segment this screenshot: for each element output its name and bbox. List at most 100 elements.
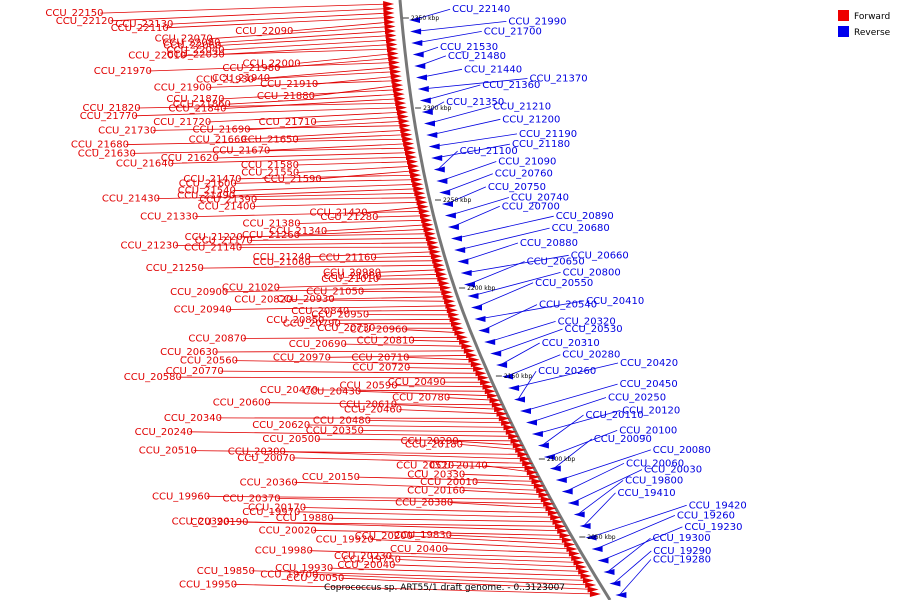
- reverse-gene-label: CCU_19290: [653, 546, 711, 557]
- reverse-gene-arrow: [603, 569, 615, 575]
- forward-connector: [165, 17, 391, 29]
- forward-gene-label: CCU_20820: [234, 295, 292, 306]
- forward-connector: [446, 397, 497, 401]
- forward-connector: [297, 511, 558, 518]
- forward-connector: [277, 498, 551, 505]
- reverse-gene-label: CCU_21530: [440, 42, 498, 53]
- genome-caption: Coprococcus sp. ART55/1 draft genome. - …: [324, 583, 565, 593]
- reverse-gene-arrow: [460, 270, 472, 276]
- reverse-gene-arrow: [416, 74, 427, 81]
- forward-gene-arrow: [399, 122, 411, 129]
- reverse-gene-label: CCU_21100: [460, 146, 518, 157]
- forward-gene-label: CCU_21900: [154, 82, 212, 93]
- forward-connector: [243, 336, 464, 339]
- forward-gene-label: CCU_20500: [262, 434, 320, 445]
- forward-gene-arrow: [515, 446, 527, 453]
- forward-connector: [152, 125, 407, 131]
- forward-connector: [377, 269, 442, 273]
- forward-gene-label: CCU_20950: [311, 310, 369, 321]
- forward-gene-label: CCU_21680: [71, 140, 129, 151]
- reverse-gene-label: CCU_20540: [539, 300, 597, 311]
- forward-gene-arrow: [400, 127, 412, 134]
- forward-gene-label: CCU_21340: [269, 226, 327, 237]
- forward-gene-label: CCU_21390: [199, 195, 257, 206]
- reverse-connector: [448, 197, 510, 216]
- forward-connector: [125, 138, 410, 145]
- forward-gene-label: CCU_20070: [237, 453, 295, 464]
- reverse-connector: [613, 550, 652, 584]
- reverse-connector: [535, 410, 621, 435]
- forward-gene-arrow: [402, 136, 414, 143]
- reverse-gene-arrow: [464, 281, 475, 288]
- reverse-connector: [461, 242, 519, 262]
- reverse-gene-arrow: [520, 408, 531, 414]
- forward-connector: [321, 318, 457, 321]
- genome-backbone-arc: [398, 0, 612, 600]
- forward-gene-arrow: [494, 406, 506, 413]
- forward-gene-arrow: [433, 262, 445, 269]
- reverse-gene-arrow: [579, 523, 591, 529]
- reverse-gene-arrow: [490, 350, 502, 357]
- forward-gene-arrow: [444, 298, 456, 305]
- gene-arrows: [383, 1, 627, 598]
- reverse-gene-label: CCU_20260: [538, 366, 596, 377]
- forward-gene-arrow: [409, 167, 420, 174]
- forward-gene-label: CCU_20140: [430, 461, 488, 472]
- forward-gene-label: CCU_20150: [302, 472, 360, 483]
- forward-connector: [217, 30, 393, 43]
- forward-gene-label: CCU_20980: [323, 267, 381, 278]
- reverse-gene-label: CCU_20890: [556, 211, 614, 222]
- reverse-connector: [488, 321, 556, 343]
- forward-gene-label: CCU_20010: [420, 477, 478, 488]
- forward-gene-arrow: [432, 257, 444, 264]
- forward-gene-arrow: [429, 248, 441, 255]
- forward-connector: [393, 404, 502, 410]
- forward-gene-label: CCU_20790: [283, 319, 341, 330]
- forward-gene-label: CCU_20330: [407, 469, 465, 480]
- forward-gene-arrow: [386, 41, 398, 48]
- forward-gene-label: CCU_19880: [276, 513, 334, 524]
- reverse-gene-label: CCU_20800: [563, 267, 621, 278]
- forward-connector: [110, 8, 391, 22]
- forward-connector: [170, 12, 391, 25]
- forward-gene-arrow: [522, 460, 534, 467]
- reverse-connector: [482, 304, 538, 331]
- forward-gene-label: CCU_20720: [352, 363, 410, 374]
- forward-gene-arrow: [517, 451, 529, 458]
- reverse-gene-arrow: [439, 189, 451, 196]
- forward-gene-arrow: [440, 284, 451, 291]
- forward-connector: [243, 129, 408, 140]
- forward-gene-label: CCU_21670: [212, 145, 270, 156]
- tick-label: 2050 kbp: [587, 534, 615, 541]
- forward-connector: [254, 197, 423, 200]
- forward-gene-arrow: [566, 546, 578, 552]
- reverse-gene-arrow: [514, 396, 525, 403]
- forward-gene-label: CCU_21730: [98, 125, 156, 136]
- reverse-connector: [427, 106, 492, 124]
- reverse-gene-arrow: [421, 109, 433, 115]
- forward-connector: [148, 62, 396, 72]
- forward-gene-label: CCU_22090: [235, 26, 293, 37]
- forward-gene-arrow: [543, 500, 555, 507]
- forward-gene-label: CCU_20350: [306, 425, 364, 436]
- forward-connector: [484, 465, 534, 473]
- forward-connector: [297, 219, 429, 224]
- forward-connector: [373, 255, 438, 258]
- forward-gene-arrow: [587, 586, 599, 593]
- forward-gene-label: CCU_19700: [260, 570, 318, 581]
- forward-connector: [208, 80, 399, 88]
- forward-gene-arrow: [393, 91, 405, 98]
- forward-connector: [206, 495, 548, 500]
- forward-gene-arrow: [438, 280, 450, 287]
- forward-connector: [218, 35, 393, 46]
- forward-connector: [307, 260, 440, 263]
- forward-connector: [323, 224, 430, 232]
- forward-connector: [327, 354, 474, 358]
- forward-gene-arrow: [487, 392, 499, 399]
- forward-connector: [266, 66, 397, 79]
- reverse-gene-label: CCU_20680: [552, 223, 610, 234]
- forward-gene-label: CCU_20940: [174, 305, 232, 316]
- forward-gene-label: CCU_20930: [277, 294, 335, 305]
- forward-gene-arrow: [573, 559, 585, 566]
- reverse-gene-arrow: [414, 63, 426, 69]
